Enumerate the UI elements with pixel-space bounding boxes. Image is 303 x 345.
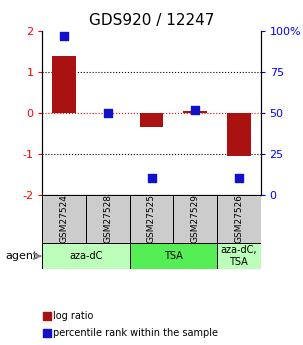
Bar xyxy=(217,243,261,269)
Bar xyxy=(227,113,251,156)
Bar xyxy=(42,243,130,269)
Point xyxy=(44,313,49,318)
Point xyxy=(149,176,154,181)
Bar xyxy=(217,195,261,243)
Title: GDS920 / 12247: GDS920 / 12247 xyxy=(89,13,214,29)
Point xyxy=(236,176,241,181)
Bar xyxy=(139,113,164,127)
Text: GSM27528: GSM27528 xyxy=(103,194,112,243)
Bar xyxy=(86,195,130,243)
Text: agent: agent xyxy=(6,251,38,261)
Text: GSM27524: GSM27524 xyxy=(60,195,69,243)
Text: aza-dC: aza-dC xyxy=(69,251,103,261)
Bar xyxy=(173,195,217,243)
Text: TSA: TSA xyxy=(164,251,183,261)
Text: aza-dC,
TSA: aza-dC, TSA xyxy=(221,245,257,267)
Text: percentile rank within the sample: percentile rank within the sample xyxy=(53,328,218,338)
Point xyxy=(62,33,67,39)
Point xyxy=(44,330,49,336)
Text: GSM27526: GSM27526 xyxy=(234,194,243,243)
Bar xyxy=(130,195,173,243)
Text: GSM27529: GSM27529 xyxy=(191,194,200,243)
Point xyxy=(105,110,110,116)
Bar xyxy=(42,195,86,243)
Bar xyxy=(130,243,217,269)
Bar xyxy=(183,111,207,113)
Bar xyxy=(52,56,76,113)
Point xyxy=(193,107,198,112)
Text: log ratio: log ratio xyxy=(53,311,94,321)
Text: GSM27525: GSM27525 xyxy=(147,194,156,243)
